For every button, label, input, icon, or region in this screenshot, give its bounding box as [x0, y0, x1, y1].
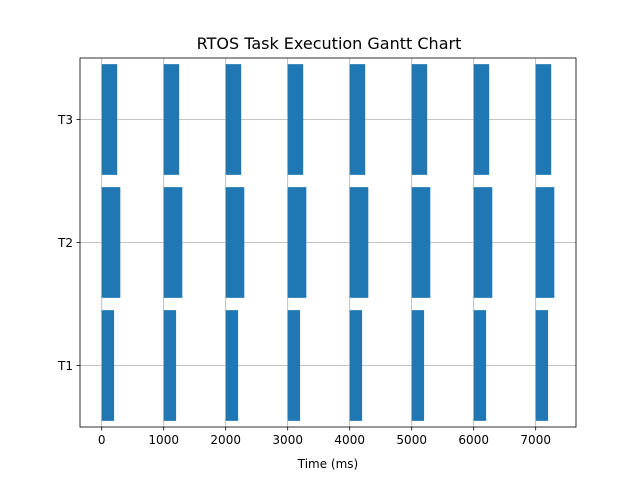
grid	[80, 58, 576, 427]
task-bar-t1-8	[535, 310, 549, 421]
task-bar-t2-3	[225, 187, 245, 298]
task-bar-t1-3	[225, 310, 239, 421]
x-axis: 0 1000 2000 3000 4000 5000 6000 7000	[98, 427, 551, 447]
chart-title: RTOS Task Execution Gantt Chart	[197, 34, 462, 53]
y-tick-label-t2: T2	[57, 236, 73, 250]
task-bar-t1-2	[163, 310, 177, 421]
y-tick-label-t3: T3	[57, 113, 73, 127]
task-bar-t2-5	[349, 187, 369, 298]
task-bar-t1-1	[101, 310, 115, 421]
task-bar-t3-1	[101, 64, 118, 175]
y-axis: T1 T2 T3	[57, 113, 80, 373]
task-bar-t1-7	[473, 310, 487, 421]
x-tick-label: 2000	[210, 433, 241, 447]
task-bar-t2-8	[535, 187, 555, 298]
x-tick-label: 7000	[520, 433, 551, 447]
task-bar-t3-2	[163, 64, 180, 175]
x-axis-label: Time (ms)	[297, 457, 359, 471]
x-tick-label: 3000	[272, 433, 303, 447]
x-tick-label: 0	[98, 433, 106, 447]
task-bars	[101, 64, 555, 421]
task-bar-t2-6	[411, 187, 431, 298]
y-tick-label-t1: T1	[57, 359, 73, 373]
task-bar-t2-1	[101, 187, 121, 298]
x-tick-label: 6000	[458, 433, 489, 447]
x-tick-label: 5000	[396, 433, 427, 447]
task-bar-t3-5	[349, 64, 366, 175]
task-bar-t3-7	[473, 64, 490, 175]
task-bar-t3-8	[535, 64, 552, 175]
task-bar-t3-3	[225, 64, 242, 175]
task-bar-t2-2	[163, 187, 183, 298]
task-bar-t3-6	[411, 64, 428, 175]
task-bar-t3-4	[287, 64, 304, 175]
task-bar-t1-5	[349, 310, 363, 421]
task-bar-t1-4	[287, 310, 301, 421]
x-tick-label: 4000	[334, 433, 365, 447]
task-bar-t2-7	[473, 187, 493, 298]
task-bar-t1-6	[411, 310, 425, 421]
x-tick-label: 1000	[148, 433, 179, 447]
task-bar-t2-4	[287, 187, 307, 298]
